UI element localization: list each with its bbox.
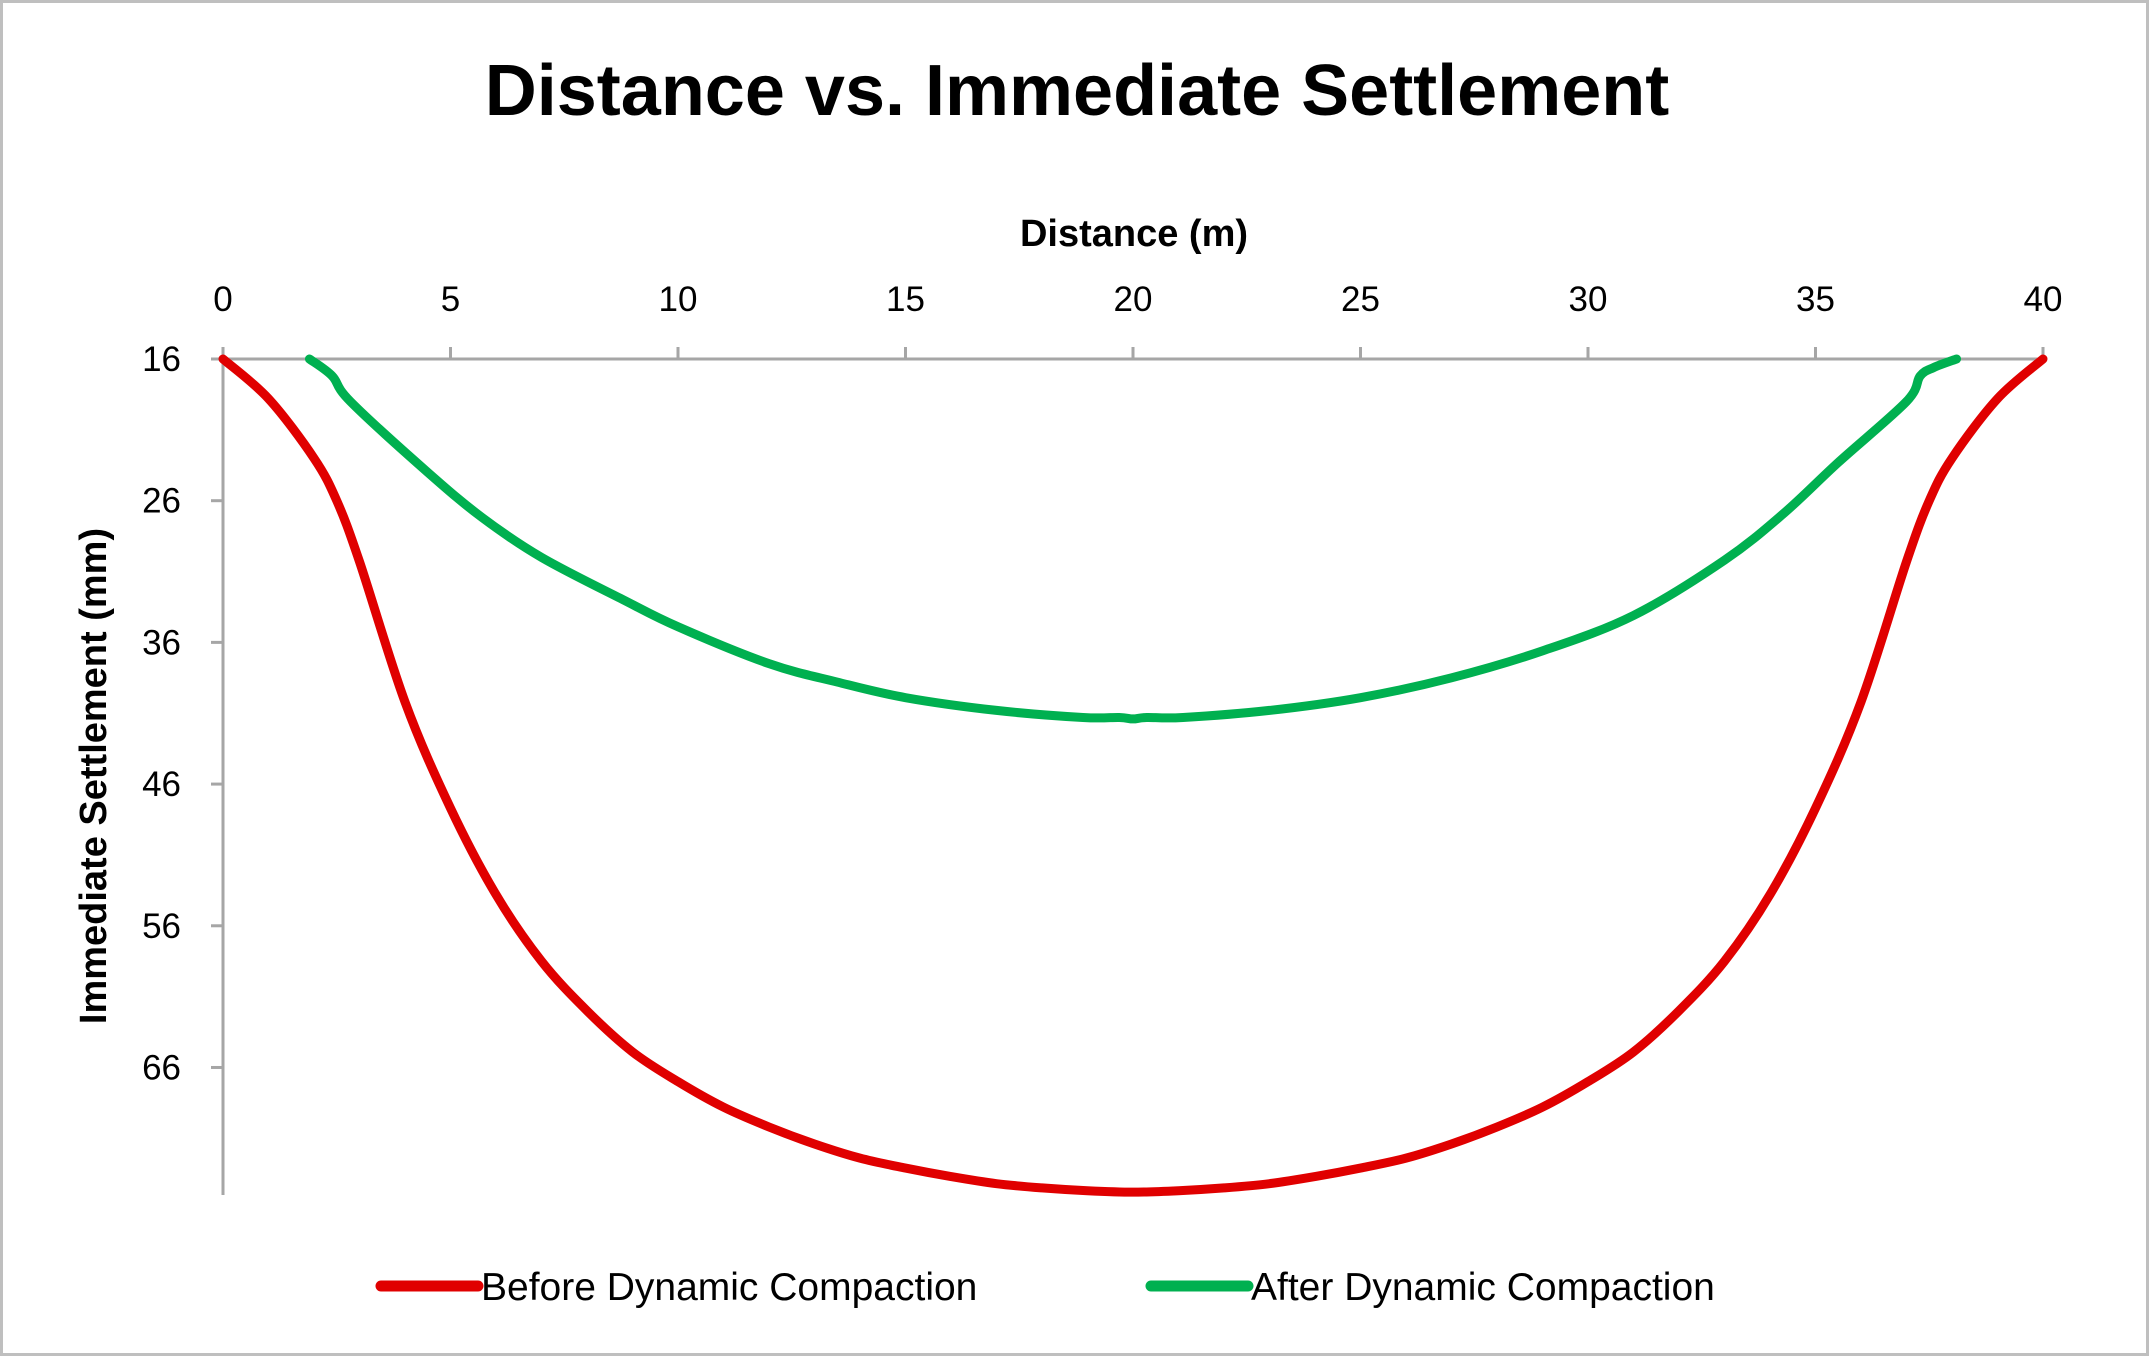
y-tick-label: 26 — [142, 482, 181, 521]
y-tick-label: 46 — [142, 765, 181, 804]
y-tick-label: 56 — [142, 907, 181, 946]
chart-title: Distance vs. Immediate Settlement — [485, 51, 1669, 131]
x-tick-label: 5 — [441, 280, 460, 319]
chart-svg: Distance vs. Immediate Settlement Distan… — [73, 51, 2062, 1309]
x-tick-label: 25 — [1341, 280, 1380, 319]
y-tick-label: 36 — [142, 623, 181, 662]
legend-item: After Dynamic Compaction — [1145, 1266, 1715, 1309]
x-axis-title: Distance (m) — [1020, 213, 1248, 255]
legend-label: After Dynamic Compaction — [1251, 1266, 1715, 1309]
x-tick-label: 20 — [1114, 280, 1153, 319]
legend-label: Before Dynamic Compaction — [481, 1266, 977, 1309]
series-before-dynamic-compaction — [218, 354, 2048, 1197]
axes-layer: 0 5 10 15 20 25 30 35 40 16 26 36 46 56 66 — [142, 280, 2062, 1195]
series-layer — [218, 354, 2048, 1197]
x-tick-label: 30 — [1569, 280, 1608, 319]
legend: Before Dynamic Compaction After Dynamic C… — [375, 1266, 1715, 1309]
series-after-dynamic-compaction — [304, 354, 1962, 724]
y-tick-label: 66 — [142, 1048, 181, 1087]
x-tick-label: 15 — [886, 280, 925, 319]
y-axis-title: Immediate Settlement (mm) — [73, 528, 115, 1024]
legend-item: Before Dynamic Compaction — [375, 1266, 977, 1309]
x-tick-label: 35 — [1796, 280, 1835, 319]
x-tick-label: 10 — [659, 280, 698, 319]
x-tick-label: 40 — [2024, 280, 2063, 319]
x-tick-label: 0 — [213, 280, 232, 319]
y-tick-label: 16 — [142, 340, 181, 379]
